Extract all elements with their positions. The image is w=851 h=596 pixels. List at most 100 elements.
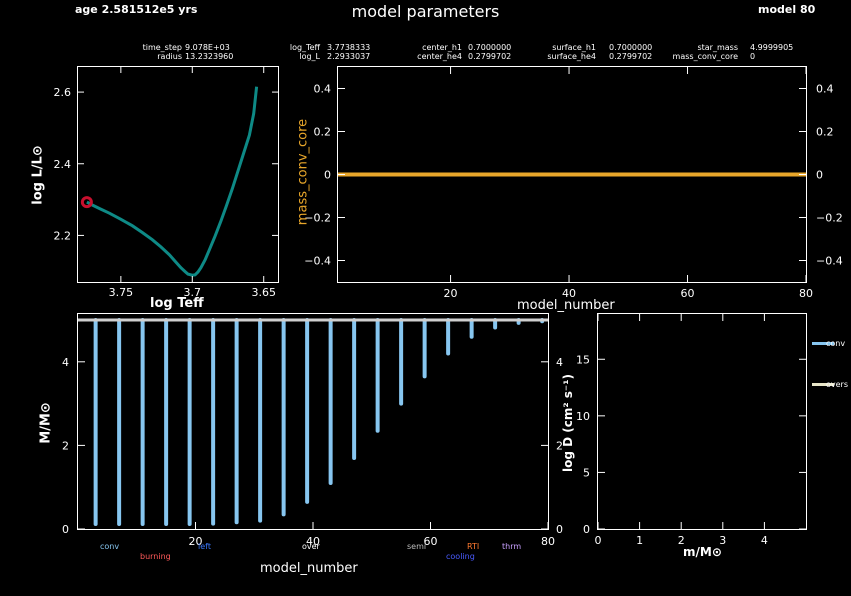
legend-burning: burning [140,552,171,561]
page-title: model parameters [351,2,500,21]
history-xtick-label: 20 [444,287,458,300]
hr-diagram [80,86,259,277]
kippenhahn-right-label: log D (cm² s⁻¹) [561,373,575,473]
history-xtick-label: 80 [799,287,813,300]
kippenhahn-xtick-label: 40 [306,535,320,548]
profile-xtick-label: 3 [719,534,726,547]
hr-ytick-label: 2.2 [54,229,72,242]
profile-ytick-label: 0 [583,523,590,536]
profile-plot-frame [597,313,807,530]
kippenhahn-plot [78,318,548,526]
info-values-5: 4.9999905 0 [750,43,804,61]
profile-xtick-label: 0 [595,534,602,547]
profile-ytick-label: 15 [576,353,590,366]
legend-semi: semi [407,542,427,551]
hr-ylabel: log L/L⊙ [30,145,46,205]
info-labels-1: time_step radius [120,43,182,61]
info-label: radius [157,52,182,61]
history-ytick-label-right: 0.4 [816,83,834,96]
kippenhahn-xtick-label: 60 [424,535,438,548]
info-label: log_L [299,52,320,61]
hr-xtick-label: 3.7 [184,286,202,299]
info-value: 4.9999905 [750,43,794,52]
info-labels-2: log_Teff log_L [262,43,320,61]
history-ytick-label-left: 0 [324,169,331,182]
info-values-1: 9.078E+03 13.2323960 [185,43,239,61]
info-label: mass_conv_core [672,52,738,61]
kippenhahn-xtick-label: 80 [541,535,555,548]
profile-legend-conv-swatch [812,342,834,345]
kippenhahn-ytick-label-left: 2 [62,439,69,452]
hr-xtick-label: 3.65 [251,286,276,299]
profile-xlabel: m/M⊙ [683,545,722,559]
hr-ytick-label: 2.6 [54,86,72,99]
info-value: 0.2799702 [468,52,512,61]
info-value: 0.2799702 [609,52,653,61]
hr-xtick-label: 3.75 [109,286,134,299]
info-value: 9.078E+03 [185,43,230,52]
info-label: center_he4 [417,52,462,61]
history-ytick-label-right: −0.2 [816,212,843,225]
info-label: surface_h1 [552,43,596,52]
kippenhahn-plot-frame [77,313,549,530]
profile-xtick-label: 2 [678,534,685,547]
profile-legend-overs: overs [826,380,849,389]
info-label: time_step [142,43,182,52]
info-labels-3: center_h1 center_he4 [398,43,462,61]
age-label: age 2.581512e5 yrs [75,3,198,16]
info-value: 13.2323960 [185,52,234,61]
kippenhahn-ytick-label-right: 4 [556,356,563,369]
history-ytick-label-right: −0.4 [816,255,843,268]
history-ytick-label-left: 0.2 [314,126,332,139]
info-labels-4: surface_h1 surface_he4 [532,43,596,61]
profile-xtick-label: 4 [761,534,768,547]
hr-xlabel: log Teff [150,296,204,311]
history-ytick-label-left: −0.4 [304,255,331,268]
info-value: 0.7000000 [609,43,653,52]
axes: 3.75 3.7 3.652.22.42.620 40 60 800.4 0.40.2 0.2… [54,67,843,548]
info-label: star_mass [697,43,738,52]
history-xlabel: model_number [517,298,615,313]
history-xtick-label: 40 [562,287,576,300]
legend-rti: RTI [467,542,480,551]
hr-current-marker [80,196,93,209]
history-ytick-label-left: 0.4 [314,83,332,96]
kippenhahn-ytick-label-left: 4 [62,356,69,369]
legend-over: over [302,542,320,551]
history-plot-frame [337,66,807,283]
info-values-4: 0.7000000 0.2799702 [609,43,663,61]
info-labels-5: star_mass mass_conv_core [660,43,738,61]
profile-ytick-label: 10 [576,410,590,423]
kippenhahn-ytick-label-right: 2 [556,439,563,452]
profile-legend-overs-swatch [812,383,834,386]
info-label: center_h1 [422,43,462,52]
history-ytick-label-right: 0.2 [816,126,834,139]
kippenhahn-xlabel: model_number [260,561,358,576]
history-ytick-label-left: −0.2 [304,212,331,225]
info-value: 0 [750,52,756,61]
hr-ytick-label: 2.4 [54,158,72,171]
kippenhahn-ytick-label-right: 0 [556,523,563,536]
history-xtick-label: 60 [681,287,695,300]
info-value: 3.7738333 [327,43,371,52]
hr-plot-frame [77,66,279,283]
legend-left: left [198,542,211,551]
kippenhahn-xtick-label: 20 [189,535,203,548]
info-values-3: 0.7000000 0.2799702 [468,43,522,61]
legend-cooling: cooling [446,552,475,561]
profile-ytick-label: 5 [583,466,590,479]
profile-xtick-label: 1 [636,534,643,547]
info-value: 2.2933037 [327,52,371,61]
info-label: surface_he4 [547,52,596,61]
kippenhahn-ylabel: M/M⊙ [38,402,54,444]
hr-track-line [86,86,259,277]
history-ylabel: mass_conv_core [295,118,311,226]
history-ytick-label-right: 0 [816,169,823,182]
legend-conv: conv [100,542,120,551]
kippenhahn-ytick-label-left: 0 [62,523,69,536]
info-values-2: 3.7738333 2.2933037 [327,43,381,61]
model-number-label: model 80 [758,3,816,16]
legend-thrm: thrm [502,542,522,551]
info-value: 0.7000000 [468,43,512,52]
